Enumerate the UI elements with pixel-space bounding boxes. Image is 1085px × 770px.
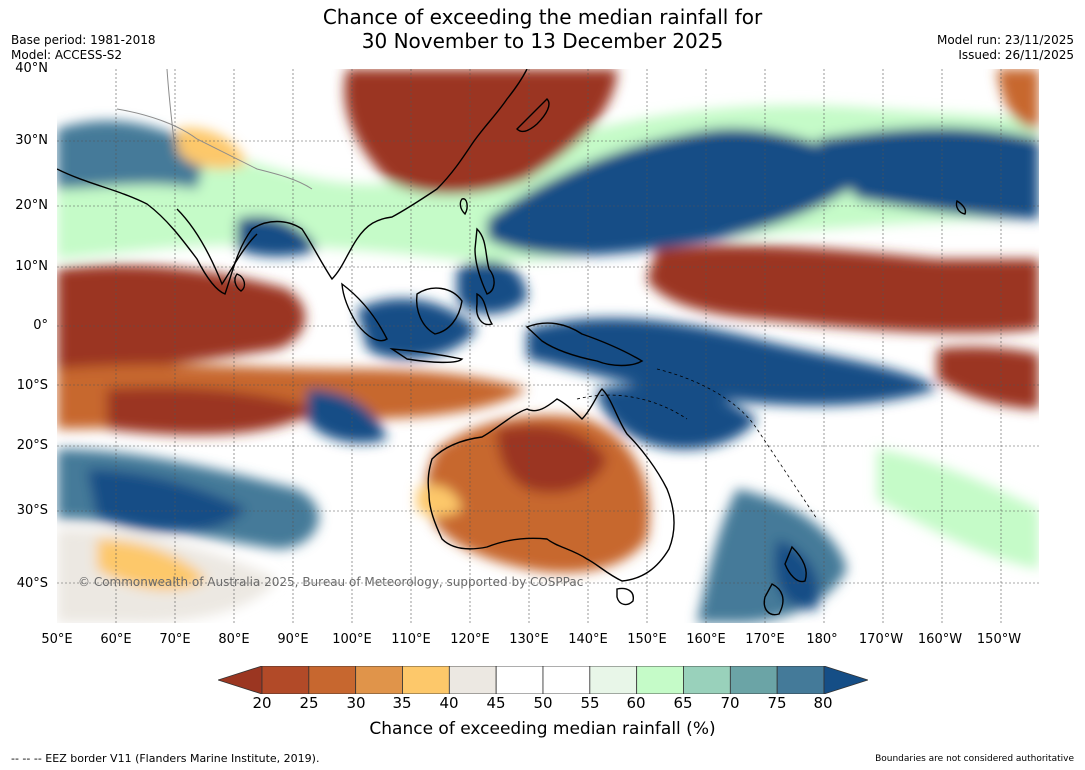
australia-coastline [427, 388, 675, 582]
graticule [57, 69, 1039, 623]
colorbar-tick: 70 [720, 694, 740, 712]
rainfall-map[interactable] [57, 69, 1039, 623]
hawaii-coastline [955, 199, 967, 215]
lon-label-150e: 150°E [627, 632, 667, 647]
lat-label-equator: 0° [33, 318, 48, 333]
tasmania-coastline [616, 587, 634, 606]
lon-label-60e: 60°E [100, 632, 132, 647]
issued-date: Issued: 26/11/2025 [958, 48, 1074, 62]
meta-left: Base period: 1981-2018 Model: ACCESS-S2 [11, 33, 156, 63]
sri-lanka-coastline [234, 273, 246, 292]
lon-label-130e: 130°E [509, 632, 549, 647]
title-line-1: Chance of exceeding the median rainfall … [322, 5, 763, 29]
lon-label-50e: 50°E [41, 632, 73, 647]
new-guinea-coastline [525, 322, 644, 367]
colorbar-segment [448, 666, 497, 694]
colorbar-segment [636, 666, 684, 694]
colorbar-segment [542, 666, 591, 694]
lon-label-180: 180° [806, 632, 838, 647]
colorbar-segment [355, 666, 403, 694]
colorbar-segment [776, 666, 825, 694]
colorbar-tick: 55 [580, 694, 600, 712]
lat-label-20n: 20°N [15, 198, 48, 213]
lat-label-20s: 20°S [16, 438, 48, 453]
eez-footnote: -- -- -- EEZ border V11 (Flanders Marine… [11, 752, 320, 765]
base-period: Base period: 1981-2018 [11, 33, 156, 47]
lon-label-120e: 120°E [450, 632, 490, 647]
colorbar-tick: 45 [486, 694, 506, 712]
lat-label-10n: 10°N [15, 259, 48, 274]
lat-label-30n: 30°N [15, 133, 48, 148]
colorbar-tick: 60 [626, 694, 646, 712]
coastlines [57, 69, 967, 616]
colorbar-tick: 20 [252, 694, 272, 712]
colorbar-tick: 25 [299, 694, 319, 712]
boundaries-disclaimer: Boundaries are not considered authoritat… [875, 754, 1074, 764]
philippines-coastline [474, 227, 495, 295]
india-coastline [176, 208, 258, 286]
lon-label-150w: 150°W [976, 632, 1022, 647]
lon-label-160w: 160°W [917, 632, 963, 647]
colorbar-label: Chance of exceeding median rainfall (%) [369, 719, 716, 739]
colorbar-segment [261, 666, 310, 694]
north-island-nz-coastline [784, 545, 807, 583]
asia-coastline [57, 69, 528, 295]
colorbar-tick: 65 [673, 694, 693, 712]
sumatra-coastline [341, 282, 388, 342]
lat-label-30s: 30°S [16, 503, 48, 518]
colorbar-segment [308, 666, 357, 694]
colorbar [218, 666, 868, 694]
lat-label-40n: 40°N [15, 61, 48, 76]
lon-label-170w: 170°W [858, 632, 904, 647]
lat-label-10s: 10°S [16, 378, 48, 393]
taiwan-coastline [459, 198, 468, 216]
title-line-2: 30 November to 13 December 2025 [361, 29, 724, 53]
colorbar-segment [729, 666, 778, 694]
colorbar-tick: 35 [392, 694, 412, 712]
lon-label-160e: 160°E [686, 632, 726, 647]
colorbar-tick: 80 [813, 694, 833, 712]
lon-label-70e: 70°E [159, 632, 191, 647]
lon-label-90e: 90°E [277, 632, 309, 647]
map-canvas [57, 69, 1039, 623]
south-island-nz-coastline [763, 583, 784, 616]
lat-label-40s: 40°S [16, 576, 48, 591]
colorbar-tick: 50 [533, 694, 553, 712]
java-coastline [389, 348, 464, 364]
map-title: Chance of exceeding the median rainfall … [0, 5, 1085, 53]
model-run: Model run: 23/11/2025 [936, 33, 1074, 47]
colorbar-extend-high [823, 666, 868, 694]
lon-label-100e: 100°E [332, 632, 372, 647]
colorbar-extend-low [218, 666, 263, 694]
eez-borders [576, 368, 818, 520]
copyright-notice: © Commonwealth of Australia 2025, Bureau… [78, 575, 584, 589]
model-name: Model: ACCESS-S2 [11, 48, 123, 62]
lon-label-110e: 110°E [391, 632, 431, 647]
lon-label-170e: 170°E [745, 632, 785, 647]
lon-label-140e: 140°E [568, 632, 608, 647]
borneo-coastline [415, 287, 463, 335]
lon-label-80e: 80°E [218, 632, 250, 647]
colorbar-segment [589, 666, 638, 694]
colorbar-tick: 40 [439, 694, 459, 712]
colorbar-tick: 30 [346, 694, 366, 712]
country-borders [116, 69, 313, 190]
colorbar-segment [683, 666, 731, 694]
colorbar-tick: 75 [767, 694, 787, 712]
colorbar-segment [495, 666, 544, 694]
meta-right: Model run: 23/11/2025 Issued: 26/11/2025 [937, 33, 1074, 63]
colorbar-segments [218, 666, 868, 694]
japan-coastline [516, 98, 550, 133]
sulawesi-coastline [475, 292, 494, 326]
colorbar-segment [402, 666, 450, 694]
